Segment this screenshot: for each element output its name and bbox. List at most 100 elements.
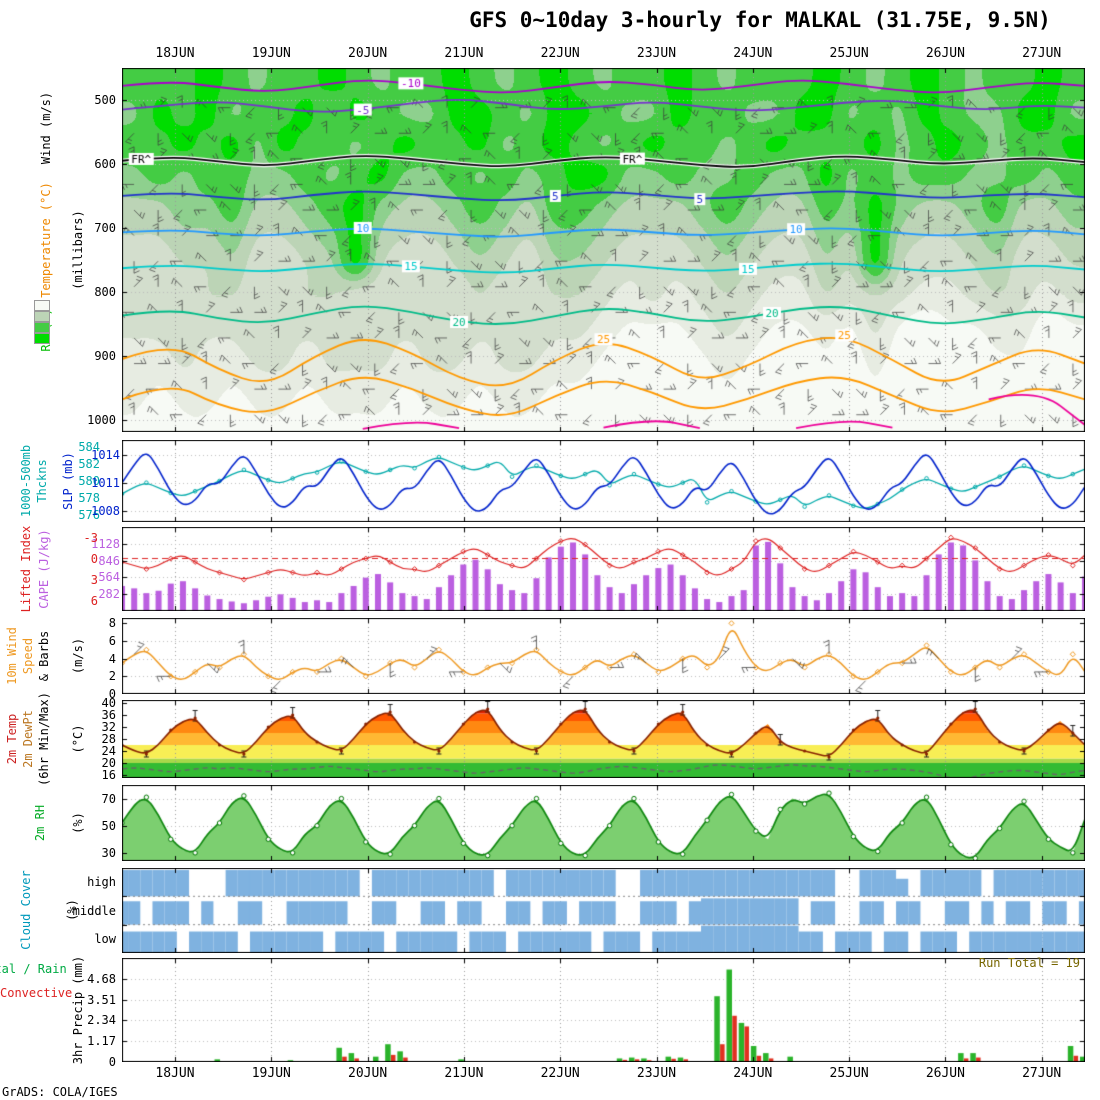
- y-tick-label: 32: [101, 720, 116, 734]
- rh-colorbar-swatch: [34, 322, 50, 333]
- x-axis-label-bottom: 18JUN: [155, 1066, 195, 1081]
- y-tick-label: 2.34: [87, 1013, 116, 1028]
- p5-unit-label: (°C): [71, 724, 85, 754]
- y-tick-label: 580: [78, 474, 100, 488]
- y-tick-label: 576: [78, 508, 100, 523]
- p2-thickness-label-2: Thckns: [35, 459, 49, 503]
- p4-barbs-label: & Barbs: [37, 630, 51, 682]
- x-axis-label-bottom: 22JUN: [540, 1066, 580, 1081]
- y-tick-label: 2: [108, 669, 116, 684]
- x-axis-label-bottom: 26JUN: [925, 1066, 965, 1081]
- y-tick-label: 20: [101, 756, 116, 770]
- x-axis-label-top: 27JUN: [1022, 46, 1062, 61]
- y-tick-label: 40: [101, 696, 116, 710]
- x-axis-label-top: 23JUN: [636, 46, 677, 61]
- y-tick-label: 30: [101, 845, 116, 860]
- x-axis-label-top: 19JUN: [251, 46, 291, 61]
- p5-minmax-label: (6hr Min/Max): [37, 692, 51, 786]
- precip-panel: [122, 958, 1085, 1062]
- p4-unit-label: (m/s): [71, 637, 85, 675]
- y-tick-label: 1128: [91, 536, 120, 551]
- p4-wind-label-1: 10m Wind: [5, 627, 19, 685]
- y-tick-label: 500: [94, 92, 116, 107]
- x-axis-label-top: 20JUN: [348, 46, 388, 61]
- p1-wind-axis-label: Wind (m/s): [39, 91, 53, 165]
- y-tick-label: 846: [98, 553, 120, 568]
- y-tick-label: 1014: [91, 447, 120, 462]
- x-axis-label-top: 21JUN: [444, 46, 484, 61]
- y-tick-label: 3: [90, 572, 98, 587]
- p3-lifted-index-label: Lifted Index: [19, 525, 33, 613]
- x-axis-label-bottom: 27JUN: [1022, 1066, 1062, 1081]
- y-tick-label: 282: [98, 587, 120, 602]
- p2-slp-label: SLP (mb): [61, 452, 75, 510]
- y-tick-label: 1000: [87, 412, 116, 427]
- y-tick-label: 564: [98, 570, 120, 585]
- y-tick-label: 0: [108, 1055, 116, 1069]
- y-tick-label: 600: [94, 156, 116, 171]
- y-tick-label: 900: [94, 348, 116, 363]
- x-axis-label-bottom: 21JUN: [444, 1066, 484, 1081]
- y-tick-label: 700: [94, 220, 116, 235]
- p6-rh-label: 2m RH: [33, 804, 47, 842]
- x-axis-label-bottom: 25JUN: [829, 1066, 869, 1081]
- x-axis-label-top: 22JUN: [540, 46, 580, 61]
- temp2m-panel: [122, 700, 1085, 778]
- p3-cape-label: CAPE (J/kg): [37, 529, 51, 609]
- y-tick-label: 584: [78, 439, 100, 454]
- y-tick-label: 582: [78, 456, 100, 471]
- y-tick-label: 1.17: [87, 1034, 116, 1049]
- y-tick-label: 800: [94, 284, 116, 299]
- y-tick-label: 0: [108, 687, 116, 701]
- rh-colorbar-swatch: [34, 333, 50, 344]
- y-tick-label: 16: [101, 768, 116, 782]
- y-tick-label: 1011: [91, 475, 120, 490]
- x-axis-label-bottom: 23JUN: [636, 1066, 677, 1081]
- x-axis-label-bottom: 19JUN: [251, 1066, 291, 1081]
- precip-convective-legend: Convective: [0, 986, 73, 1000]
- x-axis-label-top: 25JUN: [829, 46, 869, 61]
- p5-dewpt-label: 2m DewPt: [21, 710, 35, 768]
- p4-wind-label-2: Speed: [21, 637, 35, 675]
- p8-precip-label: 3hr Precip (mm): [71, 955, 85, 1065]
- y-tick-label: 4.68: [87, 971, 116, 986]
- wind10m-panel: [122, 618, 1085, 694]
- x-axis-label-bottom: 20JUN: [348, 1066, 388, 1081]
- cloud-cover-panel: [122, 868, 1085, 953]
- slp-thickness-panel: [122, 440, 1085, 522]
- x-axis-label-top: 18JUN: [155, 46, 195, 61]
- y-tick-label: 6: [108, 633, 116, 648]
- cape-lifted-index-panel: [122, 527, 1085, 611]
- cloud-row-label: high: [87, 875, 116, 890]
- y-tick-label: 36: [101, 708, 116, 722]
- y-tick-label: 4: [108, 651, 116, 666]
- rh2m-panel: [122, 785, 1085, 861]
- y-tick-label: 1008: [91, 503, 120, 518]
- rh-colorbar-swatch: [34, 311, 50, 322]
- y-tick-label: 50: [101, 818, 116, 833]
- chart-title: GFS 0~10day 3-hourly for MALKAL (31.75E,…: [469, 8, 1051, 32]
- y-tick-label: 70: [101, 791, 116, 806]
- y-tick-label: 3.51: [87, 992, 116, 1007]
- p5-temp-label: 2m Temp: [5, 713, 19, 765]
- y-tick-label: 578: [78, 491, 100, 506]
- y-tick-label: 0: [90, 551, 98, 566]
- rh-colorbar-swatch: [34, 300, 50, 311]
- upper-air-panel: [122, 68, 1085, 432]
- y-tick-label: 28: [101, 732, 116, 746]
- x-axis-label-bottom: 24JUN: [733, 1066, 773, 1081]
- p1-temp-axis-label: Temperature (°C): [39, 182, 53, 298]
- x-axis-label-top: 26JUN: [925, 46, 965, 61]
- precip-total-rain-legend: Total / Rain: [0, 962, 67, 976]
- cloud-row-label: middle: [72, 903, 116, 918]
- p7-cloud-label: Cloud Cover: [19, 870, 33, 950]
- y-tick-label: -3: [83, 530, 98, 545]
- y-tick-label: 8: [108, 616, 116, 631]
- run-total-text: Run Total = 19: [978, 956, 1080, 970]
- grads-credit: GrADS: COLA/IGES: [2, 1085, 118, 1099]
- p6-unit-label: (%): [71, 812, 85, 834]
- cloud-row-label: low: [94, 931, 116, 946]
- x-axis-label-top: 24JUN: [733, 46, 773, 61]
- p1-millibars-label: (millibars): [71, 210, 85, 290]
